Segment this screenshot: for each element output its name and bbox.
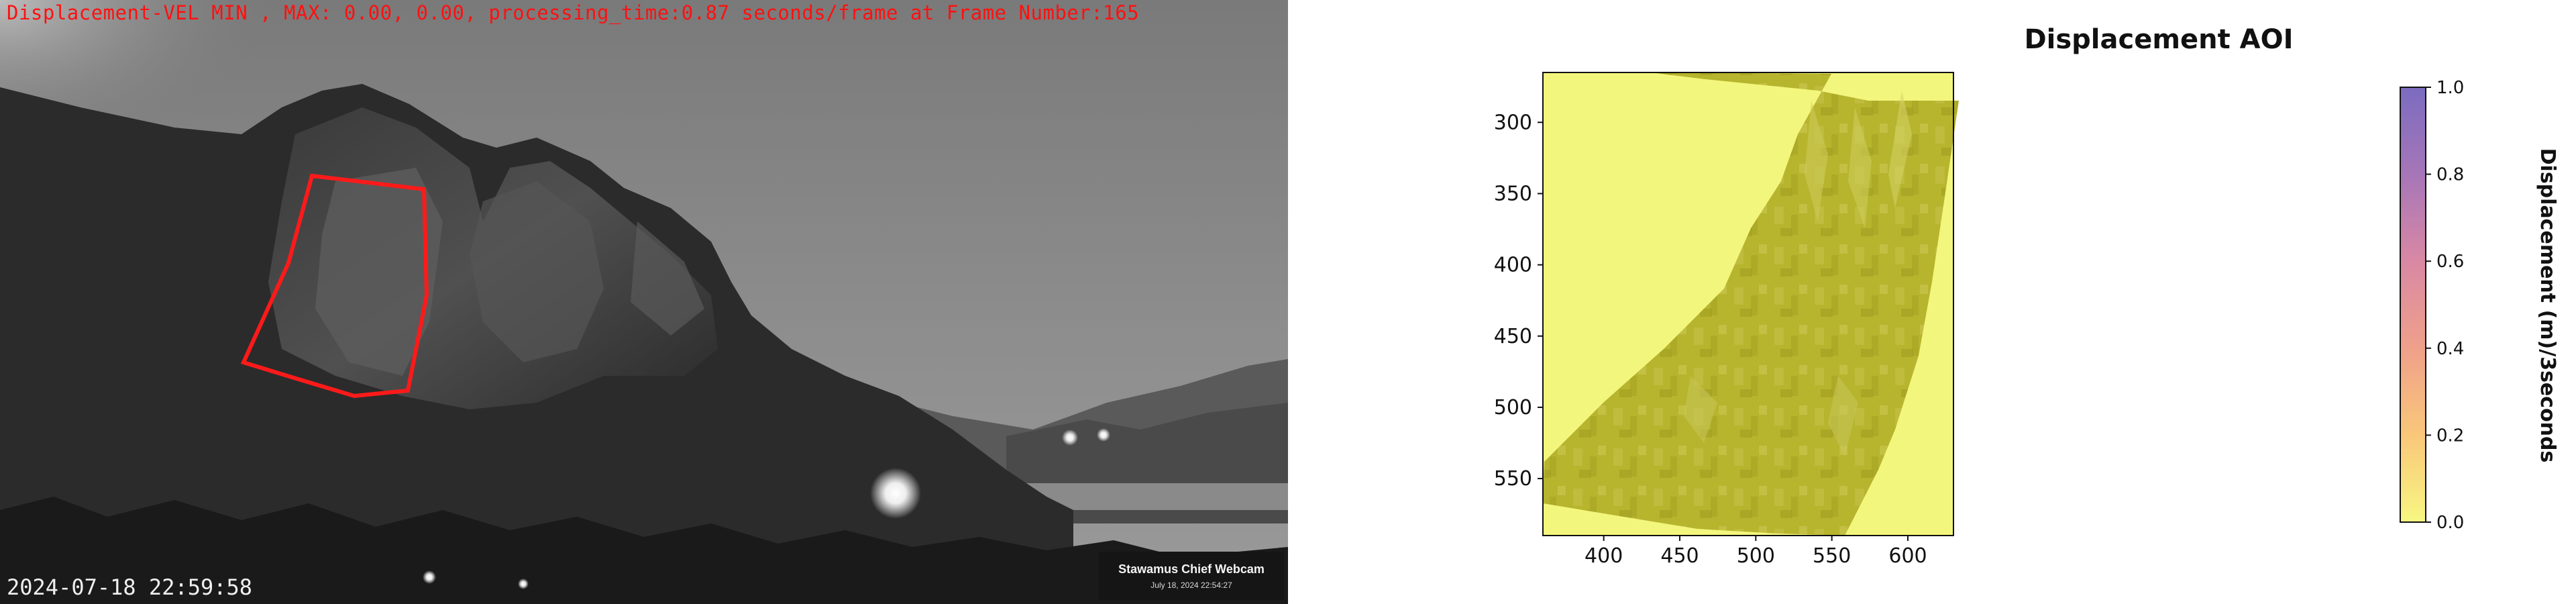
y-tick-label: 550 bbox=[1494, 467, 1532, 491]
webcam-badge-subtitle: July 18, 2024 22:54:27 bbox=[1150, 581, 1232, 590]
webcam-badge-title: Stawamus Chief Webcam bbox=[1118, 562, 1265, 576]
x-tick-label: 500 bbox=[1737, 544, 1775, 568]
colorbar bbox=[2400, 87, 2426, 523]
aoi-outline bbox=[240, 173, 429, 399]
plot-axes-frame bbox=[1542, 72, 1954, 536]
webcam-panel: Displacement-VEL MIN , MAX: 0.00, 0.00, … bbox=[0, 0, 1288, 604]
y-tick-label: 450 bbox=[1494, 325, 1532, 348]
plot-title: Displacement AOI bbox=[2024, 24, 2293, 55]
colorbar-tick-label: 0.6 bbox=[2436, 252, 2464, 272]
plot-svg: Displacement AOI 400 450 500 550 600 300 350 4… bbox=[1494, 24, 2559, 568]
x-axis-ticks: 400 450 500 550 600 bbox=[1585, 536, 1927, 568]
y-tick-label: 500 bbox=[1494, 396, 1532, 419]
webcam-image bbox=[0, 0, 1288, 604]
y-tick-label: 300 bbox=[1494, 111, 1532, 134]
x-tick-label: 600 bbox=[1888, 544, 1927, 568]
colorbar-tick-label: 0.0 bbox=[2436, 513, 2464, 533]
y-axis-ticks: 300 350 400 450 500 550 bbox=[1494, 111, 1543, 491]
y-tick-label: 350 bbox=[1494, 182, 1532, 205]
y-tick-label: 400 bbox=[1494, 254, 1532, 277]
webcam-badge: Stawamus Chief Webcam July 18, 2024 22:5… bbox=[1099, 552, 1284, 600]
surface-texture bbox=[1684, 91, 1912, 456]
timestamp-text: 2024-07-18 22:59:58 bbox=[7, 574, 253, 600]
x-tick-label: 550 bbox=[1813, 544, 1851, 568]
x-tick-label: 450 bbox=[1660, 544, 1699, 568]
colorbar-tick-label: 0.4 bbox=[2436, 339, 2464, 359]
colorbar-label: Displacement (m)/3seconds bbox=[2536, 148, 2559, 463]
displacement-plot: Displacement AOI 400 450 500 550 600 300 350 4… bbox=[1288, 0, 2576, 604]
colorbar-tick-label: 0.8 bbox=[2436, 165, 2464, 185]
overlay-status-text: Displacement-VEL MIN , MAX: 0.00, 0.00, … bbox=[7, 1, 1140, 24]
colorbar-ticks: 0.0 0.2 0.4 0.6 0.8 1.0 bbox=[2426, 78, 2464, 533]
colorbar-tick-label: 0.2 bbox=[2436, 425, 2464, 446]
x-tick-label: 400 bbox=[1585, 544, 1623, 568]
colorbar-tick-label: 1.0 bbox=[2436, 78, 2464, 98]
